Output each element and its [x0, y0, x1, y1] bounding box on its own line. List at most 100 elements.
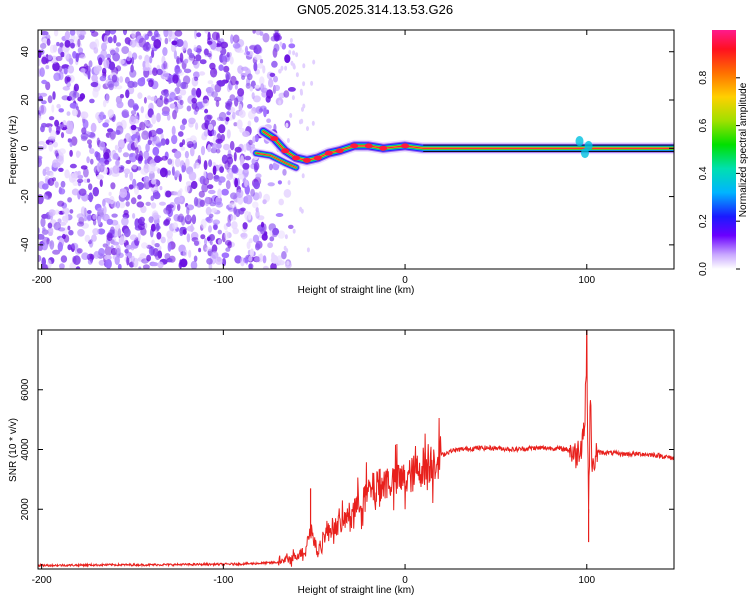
- noise-blob: [181, 118, 187, 125]
- noise-blob: [80, 165, 88, 170]
- colorbar-label: Normalized spectral amplitude: [738, 82, 749, 217]
- noise-blob: [194, 76, 198, 82]
- noise-blob: [248, 255, 253, 262]
- noise-blob: [164, 253, 171, 260]
- noise-blob: [164, 37, 169, 45]
- noise-blob: [211, 129, 217, 136]
- noise-blob: [52, 44, 58, 53]
- noise-blob: [56, 41, 60, 47]
- noise-blob: [262, 32, 270, 43]
- noise-blob: [48, 116, 55, 121]
- noise-blob: [150, 96, 158, 102]
- noise-blob: [48, 142, 54, 152]
- noise-blob: [104, 254, 112, 261]
- noise-blob: [97, 207, 105, 213]
- noise-blob: [75, 53, 79, 63]
- noise-blob: [91, 234, 97, 242]
- noise-blob: [143, 150, 150, 160]
- noise-blob: [140, 77, 145, 82]
- noise-blob: [102, 122, 109, 128]
- noise-blob: [102, 205, 107, 215]
- noise-blob: [100, 49, 108, 60]
- noise-blob: [57, 218, 62, 223]
- noise-blob: [86, 156, 90, 164]
- noise-blob: [259, 31, 264, 36]
- noise-blob: [268, 78, 274, 88]
- noise-blob: [169, 103, 176, 109]
- noise-blob: [210, 208, 218, 213]
- noise-blob: [193, 44, 197, 52]
- noise-blob: [217, 239, 222, 245]
- noise-blob: [171, 125, 176, 136]
- noise-blob: [183, 58, 189, 64]
- noise-blob: [41, 241, 48, 251]
- noise-blob: [61, 233, 66, 240]
- noise-blob: [222, 54, 226, 63]
- noise-blob: [150, 202, 157, 209]
- x-tick-label: 0: [402, 275, 408, 286]
- noise-blob: [209, 234, 215, 241]
- noise-blob: [49, 240, 55, 250]
- noise-blob: [252, 136, 256, 144]
- noise-blob: [111, 74, 118, 83]
- noise-blob: [262, 265, 269, 269]
- noise-blob: [283, 189, 292, 198]
- noise-blob: [88, 192, 93, 203]
- noise-blob: [259, 76, 265, 86]
- noise-blob: [277, 230, 286, 239]
- noise-blob: [224, 160, 230, 170]
- noise-blob: [172, 74, 179, 84]
- noise-blob: [195, 198, 203, 208]
- noise-blob: [92, 214, 97, 220]
- noise-blob: [98, 248, 105, 257]
- noise-blob: [145, 143, 150, 153]
- noise-blob: [134, 185, 139, 195]
- noise-blob: [239, 158, 244, 167]
- noise-blob: [87, 258, 93, 265]
- noise-blob: [179, 99, 184, 106]
- noise-blob: [300, 118, 304, 124]
- noise-blob: [132, 213, 136, 219]
- noise-blob: [226, 172, 234, 181]
- noise-blob: [273, 43, 280, 52]
- noise-blob: [270, 256, 279, 264]
- noise-blob: [131, 164, 137, 170]
- noise-blob: [87, 70, 91, 80]
- noise-blob: [59, 263, 65, 269]
- noise-blob: [234, 177, 239, 188]
- noise-blob: [207, 80, 214, 85]
- noise-blob: [151, 49, 155, 58]
- noise-blob: [76, 213, 85, 219]
- noise-blob: [116, 101, 124, 109]
- noise-blob: [103, 152, 110, 160]
- noise-blob: [167, 158, 173, 165]
- noise-blob: [42, 227, 46, 232]
- noise-blob: [186, 105, 192, 112]
- noise-blob: [193, 71, 200, 79]
- noise-blob: [140, 205, 147, 214]
- noise-blob: [164, 210, 169, 215]
- y-tick-label: 20: [20, 94, 31, 106]
- noise-blob: [52, 91, 56, 100]
- noise-blob: [60, 51, 65, 58]
- noise-blob: [282, 168, 287, 176]
- noise-blob: [87, 139, 92, 145]
- snr-x-ticks: -200 -100 0 100: [32, 330, 596, 586]
- noise-blob: [123, 228, 131, 238]
- noise-blob: [240, 233, 247, 238]
- noise-blob: [204, 108, 209, 114]
- noise-blob: [88, 143, 92, 149]
- noise-blob: [220, 41, 229, 49]
- noise-blob: [213, 175, 220, 180]
- snr-x-axis-label: Height of straight line (km): [298, 585, 415, 596]
- noise-blob: [52, 61, 60, 72]
- noise-blob: [108, 61, 116, 71]
- noise-blob: [165, 138, 170, 145]
- noise-blob: [151, 262, 159, 267]
- noise-blob: [155, 223, 160, 231]
- signal-hotspot: [281, 148, 290, 154]
- noise-blob: [184, 184, 190, 193]
- noise-blob: [140, 106, 144, 114]
- snr-y-ticks: 2000 4000 6000: [20, 378, 674, 520]
- noise-blob: [105, 30, 111, 36]
